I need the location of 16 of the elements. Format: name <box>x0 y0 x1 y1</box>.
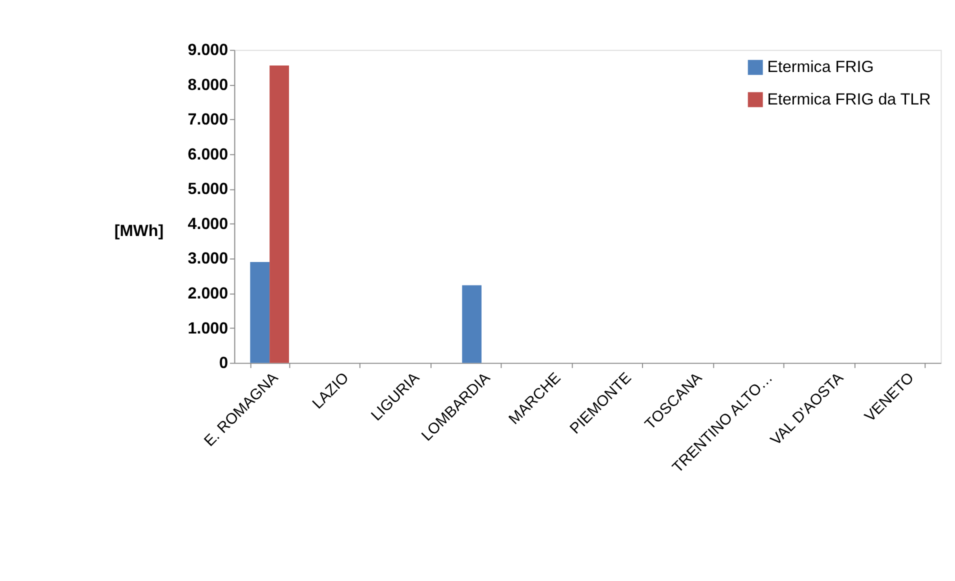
y-tick-label: 5.000 <box>188 180 228 198</box>
y-tick-label: 0 <box>219 354 228 372</box>
bar <box>462 285 482 363</box>
y-tick-label: 6.000 <box>188 145 228 164</box>
y-tick-label: 2.000 <box>188 284 228 302</box>
legend-label: Etermica FRIG da TLR <box>767 90 931 108</box>
y-tick-label: 4.000 <box>188 214 228 233</box>
bar <box>250 262 270 363</box>
y-tick-label: 9.000 <box>188 41 228 60</box>
y-tick-label: 3.000 <box>188 250 228 268</box>
y-tick-label: 8.000 <box>188 76 228 94</box>
legend-label: Etermica FRIG <box>767 58 874 76</box>
bar <box>270 66 289 363</box>
y-tick-label: 7.000 <box>188 110 228 129</box>
y-axis-title: [MWh] <box>114 222 164 240</box>
y-tick-label: 1.000 <box>188 319 228 338</box>
